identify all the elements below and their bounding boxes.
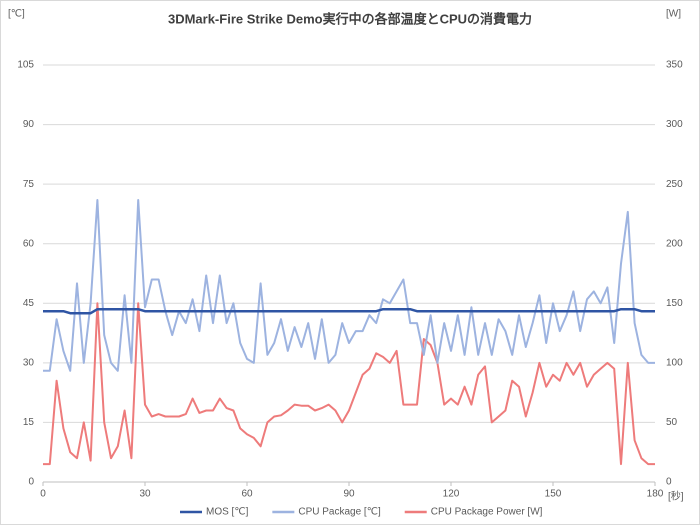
y-tick-label: 30 xyxy=(23,357,35,368)
x-tick-label: 90 xyxy=(343,489,355,500)
y2-tick-label: 100 xyxy=(666,357,683,368)
y2-tick-label: 350 xyxy=(666,60,683,71)
y-tick-label: 105 xyxy=(17,60,34,71)
data-line xyxy=(43,307,655,315)
legend: MOS [℃] CPU Package [℃] CPU Package Power … xyxy=(180,507,543,518)
x-tick-label: 30 xyxy=(139,489,151,500)
y-tick-label: 75 xyxy=(23,179,35,190)
y2-tick-label: 0 xyxy=(666,477,672,488)
x-tick-label: 60 xyxy=(241,489,253,500)
y2-tick-label: 300 xyxy=(666,119,683,130)
x-tick-label: 0 xyxy=(40,489,46,500)
legend-label: CPU Package Power [W] xyxy=(431,507,543,518)
y-tick-label: 0 xyxy=(28,477,34,488)
x-tick-label: 180 xyxy=(647,489,664,500)
y-tick-label: 90 xyxy=(23,119,35,130)
x-tick-label: 150 xyxy=(545,489,562,500)
y-tick-label: 45 xyxy=(23,298,35,309)
data-line xyxy=(43,199,655,372)
y-axis-label: [℃] xyxy=(8,9,25,20)
y2-tick-label: 250 xyxy=(666,179,683,190)
legend-label: MOS [℃] xyxy=(206,507,249,518)
y2-axis-label: [W] xyxy=(666,9,681,20)
chart-title: 3DMark-Fire Strike Demo実行中の各部温度とCPUの消費電力 xyxy=(168,11,532,26)
y-tick-label: 15 xyxy=(23,417,35,428)
x-tick-label: 120 xyxy=(443,489,460,500)
data-line xyxy=(43,302,655,466)
legend-label: CPU Package [℃] xyxy=(298,507,381,518)
y-tick-label: 60 xyxy=(23,238,35,249)
y2-tick-label: 50 xyxy=(666,417,678,428)
y2-tick-label: 200 xyxy=(666,238,683,249)
x-axis-label: [秒] xyxy=(668,490,684,503)
y2-tick-label: 150 xyxy=(666,298,683,309)
